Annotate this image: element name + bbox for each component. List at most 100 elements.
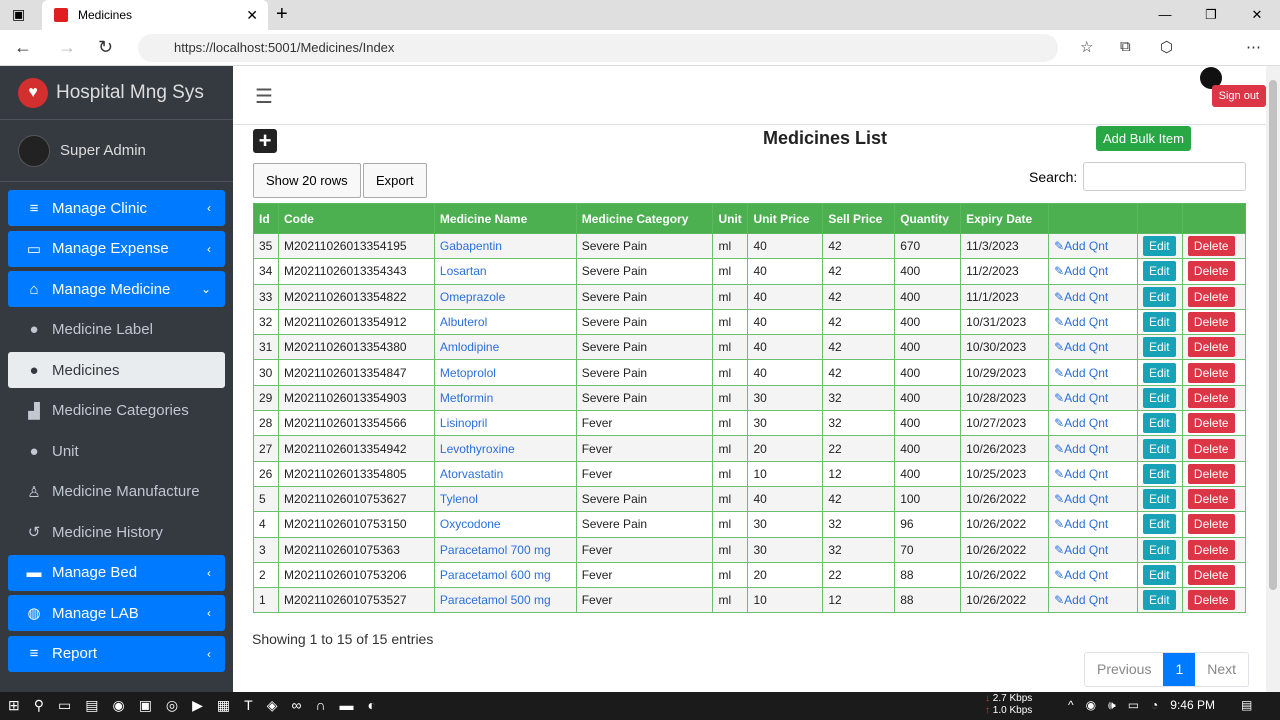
next-page-button[interactable]: Next [1207, 661, 1237, 677]
delete-button[interactable]: Delete [1187, 387, 1235, 408]
column-header[interactable]: Code [277, 203, 435, 234]
medicine-name-link[interactable]: Paracetamol 700 mg [439, 542, 551, 557]
app-icon[interactable]: ▣ [138, 697, 152, 713]
column-header[interactable] [1048, 203, 1138, 234]
sidebar-item-medicine-label[interactable]: ● Medicine Label [8, 312, 225, 348]
sidebar-item-report[interactable]: ≡ Report ‹ [8, 635, 225, 672]
medicine-name-link[interactable]: Levothyroxine [439, 441, 515, 456]
medicine-name-link[interactable]: Omeprazole [439, 289, 506, 304]
edit-button[interactable]: Edit [1142, 565, 1176, 585]
notepad-icon[interactable]: ▤ [85, 697, 99, 713]
firefox-icon[interactable]: ◉ [112, 697, 125, 713]
add-qnt-link[interactable]: ✎Add Qnt [1054, 543, 1108, 557]
app-icon[interactable]: ◈ [266, 697, 278, 713]
new-tab-icon[interactable]: + [276, 3, 288, 25]
show-rows-button[interactable]: Show 20 rows [253, 163, 361, 198]
sidebar-item-unit[interactable]: ● Unit [8, 433, 225, 469]
edit-button[interactable]: Edit [1142, 286, 1176, 307]
delete-button[interactable]: Delete [1187, 539, 1235, 560]
column-header[interactable] [1181, 203, 1247, 234]
previous-page-button[interactable]: Previous [1097, 661, 1152, 677]
edit-button[interactable]: Edit [1142, 337, 1176, 358]
sign-out-button[interactable]: Sign out [1211, 85, 1266, 107]
battery-icon[interactable]: ▭ [1127, 698, 1140, 712]
teams-icon[interactable]: T [244, 697, 253, 713]
browser-tab[interactable]: Medicines ✕ [42, 0, 268, 30]
delete-button[interactable]: Delete [1187, 413, 1235, 434]
delete-button[interactable]: Delete [1187, 312, 1235, 333]
add-qnt-link[interactable]: ✎Add Qnt [1054, 593, 1108, 607]
chevron-up-icon[interactable]: ^ [1068, 698, 1074, 712]
edit-button[interactable]: Edit [1142, 539, 1176, 560]
edit-button[interactable]: Edit [1142, 236, 1176, 257]
delete-button[interactable]: Delete [1187, 438, 1235, 459]
delete-button[interactable]: Delete [1187, 590, 1235, 611]
column-header[interactable]: Unit [712, 203, 749, 234]
edit-button[interactable]: Edit [1142, 489, 1176, 510]
sidebar-item-manage-medicine[interactable]: ⌂ Manage Medicine ⌄ [8, 271, 225, 307]
search-icon[interactable]: ⚲ [33, 697, 44, 713]
page-1-button[interactable]: 1 [1163, 653, 1196, 686]
record-icon[interactable]: ◉ [1085, 698, 1097, 712]
column-header[interactable] [1136, 203, 1183, 234]
add-qnt-link[interactable]: ✎Add Qnt [1054, 340, 1108, 354]
close-window-icon[interactable]: ✕ [1251, 7, 1263, 22]
add-qnt-link[interactable]: ✎Add Qnt [1054, 568, 1108, 582]
medicine-name-link[interactable]: Lisinopril [439, 416, 488, 431]
delete-button[interactable]: Delete [1187, 463, 1235, 484]
add-bulk-item-button[interactable]: Add Bulk Item [1096, 126, 1191, 151]
medicine-name-link[interactable]: Metoprolol [439, 365, 496, 380]
medicine-name-link[interactable]: Amlodipine [439, 340, 500, 355]
add-qnt-link[interactable]: ✎Add Qnt [1054, 467, 1108, 481]
wifi-icon[interactable]: ◔ [1151, 698, 1159, 712]
delete-button[interactable]: Delete [1187, 236, 1235, 257]
delete-button[interactable]: Delete [1187, 362, 1235, 383]
search-input[interactable] [1083, 162, 1246, 191]
medicine-name-link[interactable]: Paracetamol 500 mg [439, 593, 551, 608]
app-icon[interactable]: ▦ [216, 697, 231, 713]
restore-icon[interactable]: ❐ [1205, 7, 1217, 22]
edit-button[interactable]: Edit [1142, 590, 1176, 611]
back-icon[interactable]: ← [14, 37, 32, 57]
extensions-icon[interactable]: ⬡ [1160, 39, 1174, 56]
edit-button[interactable]: Edit [1142, 413, 1176, 434]
add-qnt-link[interactable]: ✎Add Qnt [1054, 391, 1108, 405]
sidebar-item-medicines[interactable]: ● Medicines [8, 352, 225, 388]
medicine-name-link[interactable]: Oxycodone [439, 517, 501, 532]
edit-button[interactable]: Edit [1142, 463, 1176, 484]
sidebar-item-manage-expense[interactable]: ▭ Manage Expense ‹ [8, 230, 225, 267]
add-qnt-link[interactable]: ✎Add Qnt [1054, 492, 1108, 506]
forward-icon[interactable]: → [58, 37, 76, 57]
delete-button[interactable]: Delete [1187, 489, 1235, 510]
tab-actions-icon[interactable]: ▣ [12, 6, 26, 22]
add-qnt-link[interactable]: ✎Add Qnt [1054, 264, 1108, 278]
profile-avatar[interactable] [1200, 67, 1222, 89]
windows-start-icon[interactable]: ⊞ [8, 697, 20, 713]
column-header[interactable]: Medicine Category [575, 203, 714, 234]
page-scrollbar[interactable] [1266, 66, 1280, 692]
edit-button[interactable]: Edit [1142, 312, 1176, 333]
chrome-icon[interactable]: ◎ [165, 697, 179, 713]
column-header[interactable]: Id [253, 203, 279, 234]
column-header[interactable]: Quantity [894, 203, 962, 234]
edit-button[interactable]: Edit [1142, 514, 1176, 535]
hamburger-menu-icon[interactable]: ☰ [255, 86, 273, 108]
medicine-name-link[interactable]: Metformin [439, 390, 494, 405]
url-input[interactable]: https://localhost:5001/Medicines/Index [138, 34, 1058, 62]
edit-button[interactable]: Edit [1142, 261, 1176, 282]
minimize-icon[interactable]: — [1158, 7, 1172, 22]
add-qnt-link[interactable]: ✎Add Qnt [1054, 239, 1108, 253]
brand[interactable]: ♥ Hospital Mng Sys [0, 66, 233, 120]
edit-button[interactable]: Edit [1142, 438, 1176, 459]
edit-button[interactable]: Edit [1142, 362, 1176, 383]
collections-icon[interactable]: ⧉ [1120, 38, 1131, 55]
powershell-icon[interactable]: ▶ [192, 697, 203, 713]
refresh-icon[interactable]: ↻ [98, 37, 114, 57]
task-view-icon[interactable]: ▭ [58, 697, 72, 713]
sidebar-item-manage-lab[interactable]: ◍ Manage LAB ‹ [8, 595, 225, 631]
delete-button[interactable]: Delete [1187, 261, 1235, 282]
sidebar-item-manage-clinic[interactable]: ≡ Manage Clinic ‹ [8, 190, 225, 226]
close-tab-icon[interactable]: ✕ [246, 6, 258, 23]
add-qnt-link[interactable]: ✎Add Qnt [1054, 442, 1108, 456]
export-button[interactable]: Export [363, 163, 427, 198]
